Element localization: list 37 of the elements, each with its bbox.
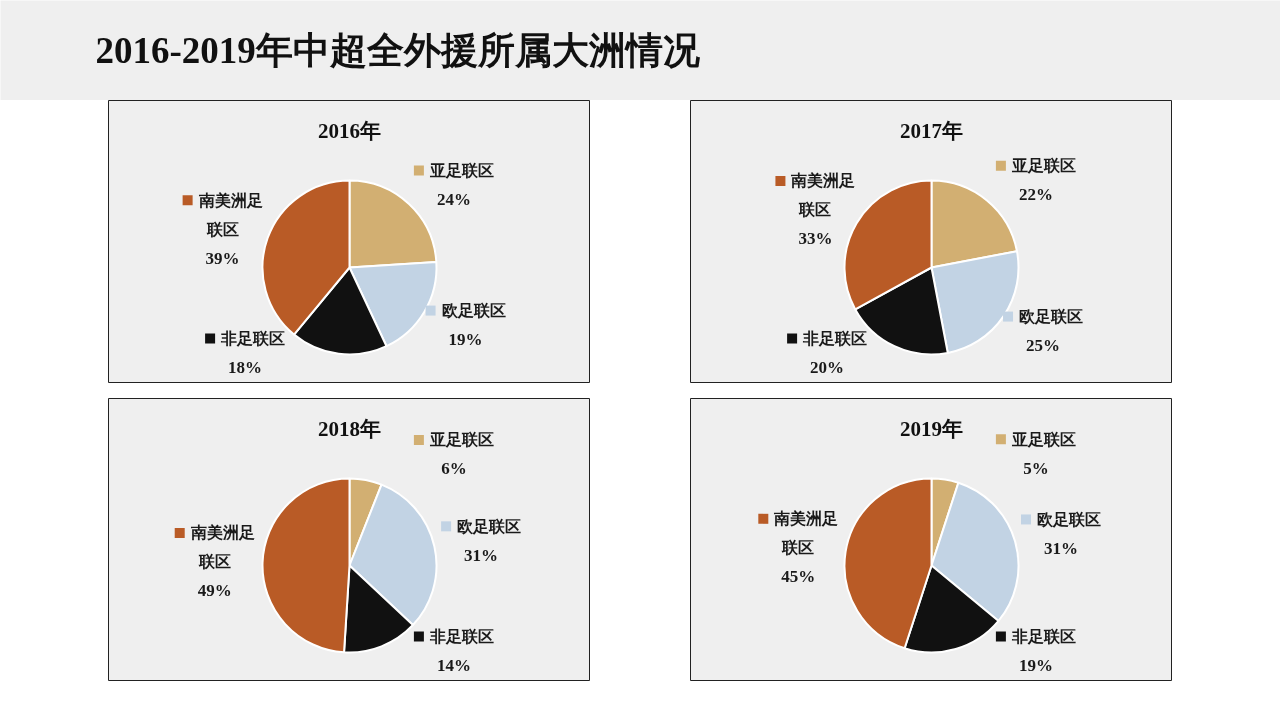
legend-label: 亚足联区 <box>1010 429 1076 449</box>
data-label: 20% <box>810 358 845 377</box>
legend-label: 非足联区 <box>1010 627 1076 646</box>
data-label: 19% <box>1018 656 1053 675</box>
data-label: 5% <box>1023 458 1049 478</box>
text: 2019年 <box>900 416 963 441</box>
text: 2016年 <box>318 118 381 143</box>
legend-label: 南美洲足联区 <box>790 171 856 220</box>
data-label: 39% <box>205 248 240 268</box>
legend-label: 欧足联区 <box>1037 509 1101 529</box>
data-label: 22% <box>1018 185 1053 205</box>
data-label: 33% <box>798 229 833 249</box>
data-label: 14% <box>436 656 471 675</box>
legend-label: 非足联区 <box>220 329 286 348</box>
legend-label: 非足联区 <box>802 329 868 348</box>
text: 2018年 <box>318 416 381 441</box>
legend-label: 亚足联区 <box>428 430 494 450</box>
data-label: 45% <box>781 567 816 587</box>
data-label: 24% <box>436 190 471 210</box>
data-label: 18% <box>228 358 263 377</box>
data-label: 6% <box>441 459 467 479</box>
data-label: 31% <box>464 545 499 565</box>
legend-label: 南美洲足联区 <box>197 190 263 239</box>
legend-label: 非足联区 <box>428 627 494 646</box>
data-label: 19% <box>448 330 483 350</box>
legend-label: 欧足联区 <box>457 516 522 536</box>
legend-label: 亚足联区 <box>1010 156 1076 176</box>
data-label: 49% <box>197 581 232 601</box>
legend-label: 欧足联区 <box>441 301 506 321</box>
legend-label: 南美洲足联区 <box>773 509 839 558</box>
legend-label: 亚足联区 <box>428 161 494 181</box>
text: 2016-2019年中超全外援所属大洲情况 <box>95 30 700 71</box>
data-label: 25% <box>1026 336 1061 356</box>
data-label: 31% <box>1044 538 1078 558</box>
text: 2017年 <box>900 118 963 143</box>
legend-label: 南美洲足联区 <box>189 523 255 572</box>
legend-label: 欧足联区 <box>1019 307 1084 327</box>
